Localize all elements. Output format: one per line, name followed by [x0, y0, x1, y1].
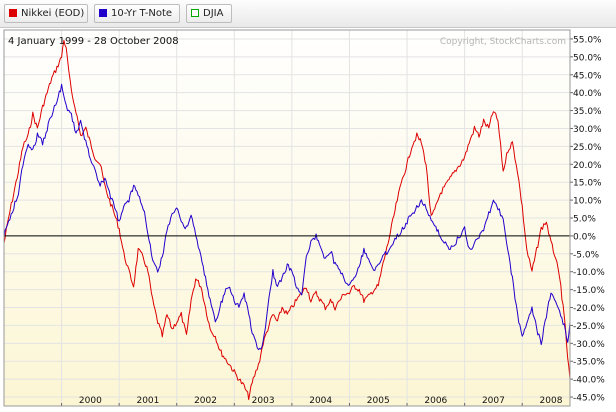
y-tick-label: -15.0%	[573, 286, 605, 296]
x-tick-label: 2007	[482, 396, 505, 406]
x-tick-label: 2006	[424, 396, 447, 406]
performance-chart: 55.0% 50.0% 45.0% 40.0% 35.0% 30.0% 25.0% 20.0%…	[3, 29, 605, 407]
legend-tab-tnote[interactable]: 10-Yr T-Note	[94, 4, 180, 23]
legend-tab-tnote-label: 10-Yr T-Note	[111, 8, 173, 19]
nikkei-eod-line	[3, 39, 571, 401]
x-tick-label: 2003	[252, 396, 275, 406]
x-tick-label: 2005	[367, 396, 390, 406]
x-tick-label: 2002	[194, 396, 217, 406]
y-tick-label: -25.0%	[573, 322, 605, 332]
legend-tab-nikkei[interactable]: Nikkei (EOD)	[4, 4, 88, 23]
y-tick-label: 5.0%	[573, 215, 596, 225]
y-tick-label: 45.0%	[573, 71, 602, 81]
date-range-label: 4 January 1999 - 28 October 2008	[8, 36, 179, 47]
y-tick-label: 35.0%	[573, 107, 602, 117]
10-yr-t-note-line	[3, 83, 571, 351]
y-tick-label: 50.0%	[573, 53, 602, 63]
y-tick-label: -40.0%	[573, 376, 605, 386]
y-tick-label: -10.0%	[573, 268, 605, 278]
y-tick-label: -45.0%	[573, 394, 605, 404]
y-tick-label: 55.0%	[573, 35, 602, 45]
y-tick-label: 15.0%	[573, 179, 602, 189]
chart-area: 55.0% 50.0% 45.0% 40.0% 35.0% 30.0% 25.0% 20.0%…	[0, 28, 616, 408]
copyright-label: Copyright, StockCharts.com	[440, 37, 566, 47]
legend-tab-djia[interactable]: DJIA	[186, 4, 232, 23]
nikkei-swatch-icon	[9, 9, 17, 17]
series-layer	[3, 39, 571, 401]
legend-tab-djia-label: DJIA	[203, 8, 224, 19]
legend-tab-bar: Nikkei (EOD) 10-Yr T-Note DJIA	[0, 0, 616, 28]
y-tick-label: -5.0%	[573, 250, 600, 260]
y-tick-label: 40.0%	[573, 89, 602, 99]
x-tick-label: 2001	[136, 396, 159, 406]
tnote-swatch-icon	[99, 9, 107, 17]
x-tick-label: 2004	[309, 396, 332, 406]
y-tick-label: -30.0%	[573, 340, 605, 350]
y-tick-label: -35.0%	[573, 358, 605, 368]
y-tick-label: -20.0%	[573, 304, 605, 314]
x-tick-label: 2008	[540, 396, 563, 406]
djia-swatch-icon	[191, 9, 199, 17]
plot-frame	[3, 29, 571, 407]
y-tick-label: 10.0%	[573, 197, 602, 207]
legend-tab-nikkei-label: Nikkei (EOD)	[21, 8, 85, 19]
y-tick-label: 25.0%	[573, 143, 602, 153]
y-tick-label: 20.0%	[573, 161, 602, 171]
y-tick-label: 0.0%	[573, 232, 596, 242]
x-tick-label: 2000	[79, 396, 102, 406]
axes: 55.0% 50.0% 45.0% 40.0% 35.0% 30.0% 25.0% 20.0%…	[3, 29, 605, 407]
y-tick-label: 30.0%	[573, 125, 602, 135]
